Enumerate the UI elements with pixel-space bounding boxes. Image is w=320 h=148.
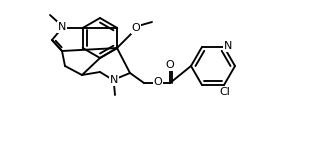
Text: O: O bbox=[166, 60, 174, 70]
Text: Cl: Cl bbox=[220, 87, 230, 97]
Text: N: N bbox=[224, 41, 232, 51]
Text: N: N bbox=[110, 75, 118, 85]
Text: N: N bbox=[58, 22, 66, 32]
Text: O: O bbox=[132, 23, 140, 33]
Text: O: O bbox=[154, 77, 162, 87]
